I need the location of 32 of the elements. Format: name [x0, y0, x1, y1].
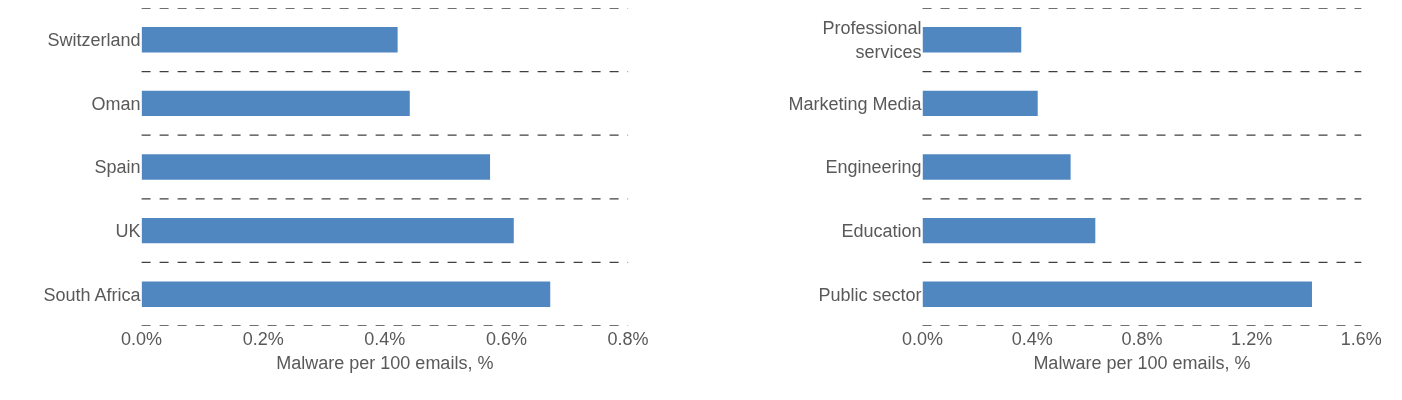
- x-tick-label: 0.4%: [1011, 329, 1053, 349]
- y-tick-label: Education: [841, 220, 922, 241]
- y-tick-label: UK: [115, 220, 141, 241]
- y-tick-label: Marketing Media: [788, 93, 923, 114]
- bar: [141, 90, 410, 117]
- bar: [141, 154, 491, 180]
- x-axis-title: Malware per 100 emails, %: [1033, 353, 1251, 374]
- y-tick-label: Professional services: [822, 18, 922, 62]
- x-tick-label: 0.8%: [1121, 329, 1163, 349]
- x-tick-label: 0.4%: [364, 329, 406, 349]
- bar: [922, 27, 1022, 53]
- y-tick-label: Public sector: [818, 284, 922, 305]
- x-tick-label: 0.0%: [902, 329, 944, 349]
- x-tick-label: 0.8%: [607, 329, 649, 349]
- x-tick-label: 0.0%: [121, 329, 163, 349]
- bar: [922, 281, 1312, 307]
- bar: [922, 217, 1096, 244]
- bar: [141, 281, 551, 307]
- y-tick-label: Spain: [94, 157, 141, 178]
- x-tick-label: 0.6%: [485, 329, 527, 349]
- x-tick-label: 0.2%: [242, 329, 284, 349]
- x-tick-label: 1.6%: [1340, 329, 1382, 349]
- bar: [141, 217, 514, 244]
- y-tick-label: Engineering: [825, 157, 922, 178]
- x-axis-title: Malware per 100 emails, %: [276, 353, 494, 374]
- bar: [922, 154, 1071, 180]
- y-tick-label: Oman: [91, 93, 141, 114]
- x-tick-label: 1.2%: [1231, 329, 1273, 349]
- bar: [922, 90, 1038, 117]
- bar: [141, 27, 398, 53]
- y-tick-label: Switzerland: [47, 30, 141, 51]
- y-tick-label: South Africa: [43, 284, 142, 305]
